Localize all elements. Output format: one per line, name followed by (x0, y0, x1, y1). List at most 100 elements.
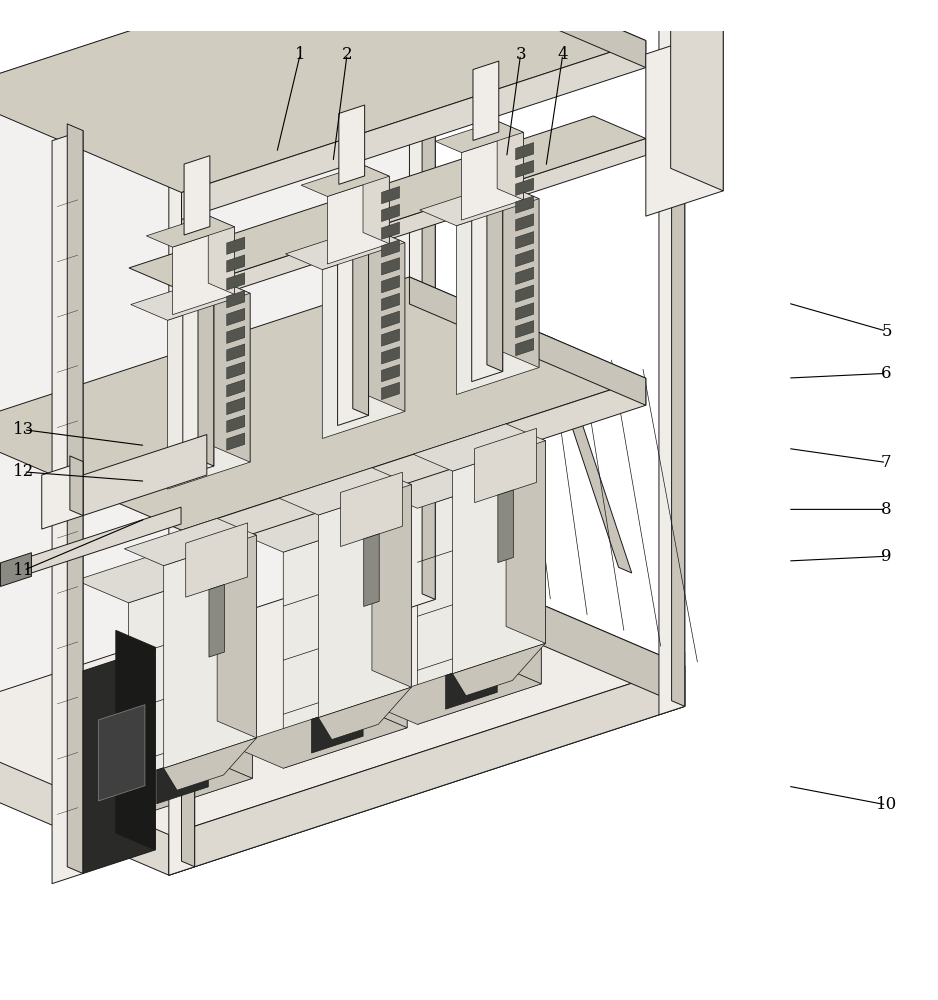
Polygon shape (116, 630, 156, 850)
Polygon shape (364, 534, 379, 606)
Polygon shape (53, 131, 83, 884)
Polygon shape (129, 116, 645, 290)
Polygon shape (311, 702, 363, 753)
Polygon shape (227, 380, 245, 397)
Polygon shape (382, 293, 400, 311)
Polygon shape (382, 347, 400, 364)
Polygon shape (200, 540, 252, 778)
Polygon shape (355, 489, 407, 728)
Polygon shape (457, 199, 539, 395)
Polygon shape (0, 594, 685, 875)
Polygon shape (169, 158, 194, 875)
Polygon shape (489, 445, 541, 684)
Polygon shape (181, 152, 194, 867)
Polygon shape (227, 397, 245, 415)
Polygon shape (502, 183, 539, 368)
Polygon shape (301, 165, 389, 196)
Polygon shape (231, 489, 407, 552)
Polygon shape (186, 523, 248, 597)
Polygon shape (382, 204, 400, 222)
Polygon shape (422, 553, 685, 706)
Polygon shape (498, 490, 513, 563)
Polygon shape (68, 124, 83, 874)
Polygon shape (516, 338, 534, 356)
Polygon shape (368, 227, 405, 411)
Polygon shape (472, 149, 503, 382)
Polygon shape (338, 193, 369, 426)
Polygon shape (76, 540, 252, 603)
Polygon shape (382, 329, 400, 346)
Polygon shape (414, 424, 546, 471)
Polygon shape (227, 273, 245, 290)
Polygon shape (516, 160, 534, 178)
Polygon shape (473, 61, 499, 140)
Polygon shape (173, 227, 234, 315)
Polygon shape (146, 216, 234, 247)
Polygon shape (382, 222, 400, 239)
Polygon shape (156, 152, 194, 166)
Polygon shape (516, 303, 534, 320)
Polygon shape (365, 445, 541, 508)
Polygon shape (323, 243, 405, 438)
Polygon shape (507, 424, 546, 643)
Polygon shape (83, 435, 206, 516)
Polygon shape (516, 285, 534, 302)
Text: 1: 1 (295, 46, 306, 63)
Polygon shape (0, 0, 409, 719)
Polygon shape (417, 468, 541, 724)
Polygon shape (382, 258, 400, 275)
Polygon shape (409, 277, 645, 405)
Polygon shape (184, 156, 210, 235)
Polygon shape (409, 0, 645, 68)
Polygon shape (169, 666, 685, 875)
Polygon shape (285, 227, 405, 270)
Text: 4: 4 (557, 46, 568, 63)
Polygon shape (280, 468, 411, 515)
Polygon shape (208, 216, 234, 294)
Text: 9: 9 (881, 548, 892, 565)
Polygon shape (83, 647, 156, 874)
Polygon shape (227, 433, 245, 450)
Polygon shape (419, 183, 539, 226)
Polygon shape (0, 553, 685, 835)
Polygon shape (124, 518, 257, 566)
Polygon shape (169, 652, 685, 875)
Polygon shape (363, 165, 389, 244)
Polygon shape (319, 485, 411, 718)
Polygon shape (409, 0, 435, 608)
Polygon shape (671, 6, 723, 191)
Polygon shape (516, 232, 534, 249)
Polygon shape (283, 512, 407, 768)
Polygon shape (382, 240, 400, 257)
Polygon shape (365, 661, 541, 724)
Polygon shape (422, 0, 435, 599)
Polygon shape (487, 142, 503, 371)
Polygon shape (672, 0, 685, 706)
Polygon shape (516, 267, 534, 285)
Polygon shape (227, 308, 245, 326)
Text: 10: 10 (876, 796, 897, 813)
Polygon shape (516, 321, 534, 338)
Polygon shape (181, 378, 645, 557)
Polygon shape (163, 535, 257, 768)
Polygon shape (475, 428, 537, 503)
Polygon shape (31, 507, 181, 573)
Polygon shape (382, 275, 400, 293)
Text: 3: 3 (515, 46, 526, 63)
Polygon shape (227, 237, 245, 254)
Text: 13: 13 (13, 421, 34, 438)
Polygon shape (382, 382, 400, 400)
Polygon shape (382, 364, 400, 382)
Polygon shape (227, 291, 245, 308)
Polygon shape (340, 472, 402, 547)
Polygon shape (181, 138, 645, 307)
Polygon shape (231, 705, 407, 768)
Polygon shape (497, 121, 523, 200)
Polygon shape (213, 278, 250, 462)
Polygon shape (0, 0, 645, 193)
Polygon shape (446, 659, 497, 709)
Polygon shape (516, 196, 534, 213)
Polygon shape (198, 236, 214, 466)
Polygon shape (227, 326, 245, 343)
Polygon shape (453, 441, 546, 674)
